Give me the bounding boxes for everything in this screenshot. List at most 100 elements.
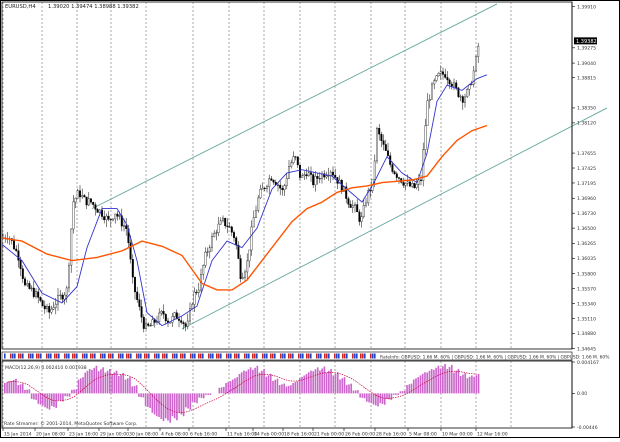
- macd-bar: [73, 389, 75, 394]
- strip-bar: [322, 353, 324, 359]
- candle-body: [59, 294, 62, 296]
- macd-bar: [397, 393, 399, 396]
- macd-bar: [287, 385, 290, 394]
- strip-bar: [18, 353, 20, 359]
- macd-bar: [133, 385, 136, 394]
- candle-body: [235, 237, 238, 246]
- strip-bar: [168, 353, 170, 359]
- channel-line[interactable]: [91, 3, 498, 210]
- candle-body: [373, 160, 376, 180]
- candle-body: [96, 209, 99, 213]
- macd-bar: [4, 382, 6, 394]
- candle-body: [266, 186, 268, 189]
- macd-bar: [84, 372, 87, 394]
- macd-bar: [223, 386, 225, 394]
- candle-body: [184, 323, 187, 327]
- strip-bar: [78, 353, 80, 359]
- macd-bar: [8, 381, 11, 394]
- macd-bar: [50, 393, 53, 406]
- chart-ohlc: 1.39020 1.39474 1.38988 1.39382: [48, 4, 139, 10]
- candle-body: [237, 244, 240, 259]
- candle-body: [19, 259, 22, 269]
- strip-bar: [58, 353, 60, 359]
- macd-bar: [361, 393, 364, 398]
- candle-body: [116, 213, 119, 217]
- candle-body: [299, 164, 301, 178]
- candle-body: [202, 265, 205, 275]
- strip-bar: [172, 353, 174, 359]
- macd-bar: [247, 369, 250, 394]
- slow-ma-line: [1, 124, 488, 291]
- strip-bar: [282, 353, 284, 359]
- price-tick-label: 1.35110: [577, 316, 596, 322]
- candle-body: [435, 75, 438, 81]
- macd-bar: [196, 393, 198, 404]
- candle-body: [307, 172, 310, 177]
- price-tick-label: 1.35340: [577, 301, 596, 307]
- macd-bar: [294, 382, 297, 394]
- macd-bar: [399, 391, 402, 394]
- macd-bar: [316, 367, 319, 394]
- macd-bar: [363, 393, 366, 399]
- macd-panel[interactable]: MACD(12,26,9) 0.002410 0.001938 0.004167…: [1, 360, 599, 431]
- candle-body: [239, 258, 242, 279]
- candle-body: [182, 322, 185, 324]
- macd-bar: [189, 393, 192, 410]
- candle-body: [382, 140, 385, 145]
- candle-body: [369, 190, 372, 192]
- strip-bar: [348, 353, 350, 359]
- strip-bar: [62, 353, 64, 359]
- candle-body: [15, 248, 18, 251]
- macd-bar: [198, 393, 201, 398]
- macd-bar: [475, 375, 478, 394]
- strip-bar: [284, 353, 286, 359]
- candle-body: [464, 96, 466, 103]
- candle-body: [365, 202, 367, 206]
- macd-bar: [276, 378, 279, 394]
- strip-bar: [46, 353, 48, 359]
- candle-body: [431, 83, 433, 100]
- candle-body: [378, 128, 381, 135]
- price-tick-label: 1.36730: [577, 211, 596, 217]
- trend-channel[interactable]: [91, 3, 608, 330]
- macd-bar: [328, 370, 330, 394]
- time-tick-label: 15 Jan 2014: [4, 432, 32, 438]
- candle-body: [230, 226, 233, 233]
- macd-bar: [428, 370, 431, 394]
- candle-body: [57, 295, 59, 305]
- price-tick-label: 1.39275: [577, 46, 596, 52]
- candle-body: [279, 184, 282, 189]
- candle-body: [285, 177, 288, 186]
- macd-bar: [392, 393, 395, 395]
- macd-bar: [26, 389, 28, 394]
- macd-bar: [227, 382, 230, 394]
- strip-bar: [180, 353, 182, 359]
- strip-bar: [132, 353, 134, 359]
- strip-bar: [80, 353, 82, 359]
- macd-bar: [82, 377, 84, 394]
- strip-bar: [262, 353, 264, 359]
- macd-bar: [120, 374, 122, 394]
- macd-bar: [442, 366, 444, 394]
- macd-bar: [439, 368, 442, 394]
- candle-body: [134, 276, 136, 293]
- channel-line[interactable]: [181, 107, 608, 330]
- macd-bar: [381, 393, 384, 404]
- candle-body: [345, 186, 348, 199]
- strip-bar: [294, 353, 296, 359]
- strip-bar: [128, 353, 130, 359]
- strip-bar: [274, 353, 276, 359]
- price-axis: 1.39910 1.39275 1.39040 1.38815 1.38350 1.381…: [571, 2, 596, 352]
- macd-bar: [57, 393, 60, 401]
- candle-body: [301, 175, 304, 178]
- strip-bar: [266, 353, 268, 359]
- candle-body: [224, 217, 227, 227]
- strip-bar: [228, 353, 230, 359]
- macd-bar: [66, 393, 69, 397]
- candle-body: [459, 96, 462, 98]
- macd-bar: [332, 375, 335, 394]
- macd-bar: [410, 383, 413, 394]
- strip-bar: [244, 353, 246, 359]
- macd-bar: [263, 368, 265, 394]
